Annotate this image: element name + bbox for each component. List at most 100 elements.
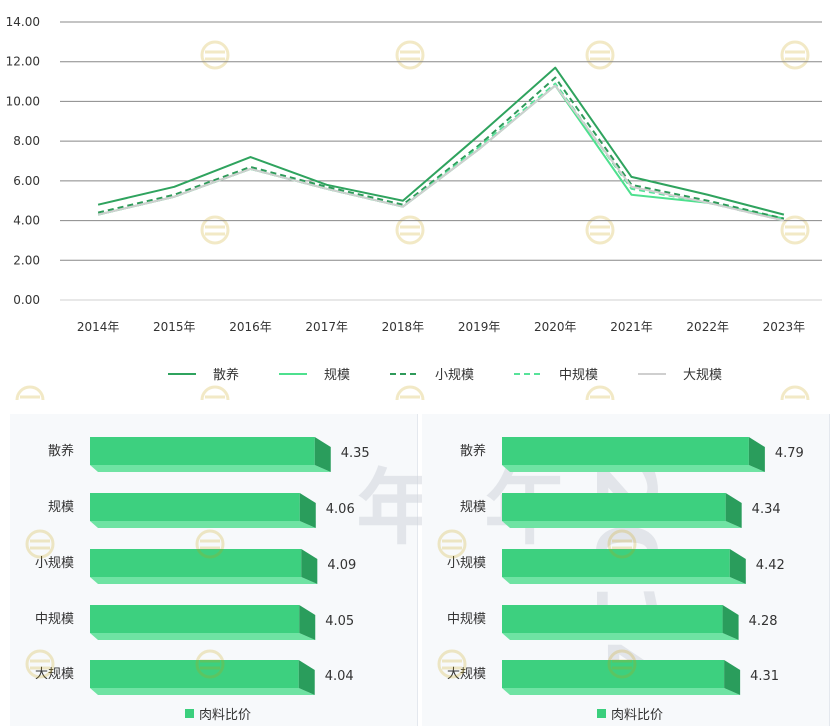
legend-label: 散养 [213, 367, 239, 383]
bar-side [314, 437, 331, 472]
bee-logo-icon [395, 215, 425, 245]
bar-bottom [502, 521, 742, 528]
bee-logo-icon [395, 385, 425, 400]
value-label: 4.79 [775, 446, 804, 461]
bar-chart-2023: 散养 4.35 规模 4.06 小规模 4.09 中规模 4.05 大规模 4.04 [25, 437, 370, 695]
legend-label: 肉料比价 [611, 708, 664, 723]
bar-legend: 肉料比价 [597, 704, 663, 723]
legend-swatch [597, 709, 606, 718]
value-label: 4.28 [749, 614, 778, 629]
y-tick-label: 4.00 [13, 214, 40, 228]
bee-logo-icon [437, 649, 467, 679]
y-tick-label: 10.00 [6, 94, 40, 108]
value-label: 4.31 [750, 669, 779, 684]
bar-side [301, 549, 318, 584]
bar-side [724, 660, 741, 695]
bar-legend: 肉料比价 [185, 704, 251, 723]
value-label: 4.34 [752, 502, 781, 517]
bar [502, 660, 725, 688]
category-label: 规模 [48, 500, 74, 515]
bar-bottom [502, 688, 741, 695]
bar-bottom [90, 633, 316, 640]
bar-bottom [502, 577, 746, 584]
bar [90, 549, 302, 577]
bar-panel-2014: 2014年 散养4.79规模4.34小规模4.42中规模4.28大规模4.31 … [422, 414, 830, 726]
bee-logo-icon [437, 529, 467, 559]
legend-label: 规模 [324, 368, 350, 383]
category-label: 散养 [48, 443, 74, 459]
x-tick-label: 2018年 [382, 320, 425, 334]
category-label: 中规模 [447, 612, 486, 627]
bee-logo-icon [200, 40, 230, 70]
value-label: 4.05 [325, 614, 354, 629]
value-label: 4.42 [756, 558, 785, 573]
bar [90, 605, 300, 633]
x-tick-label: 2021年 [610, 320, 653, 334]
bee-logo-icon [25, 529, 55, 559]
y-tick-label: 0.00 [13, 293, 40, 307]
bar-side [725, 493, 742, 528]
series-line [97, 66, 785, 216]
x-tick-label: 2023年 [763, 320, 806, 334]
category-label: 中规模 [35, 612, 74, 627]
bar-side [299, 493, 316, 528]
value-label: 4.04 [325, 669, 354, 684]
bar-side [299, 605, 316, 640]
bar [502, 605, 723, 633]
bee-logo-icon [200, 215, 230, 245]
bee-logo-icon [195, 529, 225, 559]
bee-logo-icon [395, 40, 425, 70]
x-tick-label: 2022年 [686, 320, 729, 334]
y-tick-label: 14.00 [6, 15, 40, 29]
y-tick-label: 8.00 [13, 134, 40, 148]
bar-side [298, 660, 315, 695]
category-label: 小规模 [35, 556, 74, 571]
bar-chart-2014: 散养 4.79 规模 4.34 小规模 4.42 中规模 4.28 大规模 4.31 [437, 437, 804, 695]
bar-bottom [502, 465, 765, 472]
line-chart: 0.00 2.00 4.00 6.00 8.00 10.00 12.00 14.00 2014年… [6, 15, 822, 400]
bee-logo-icon [15, 385, 45, 400]
bee-logo-icon [607, 649, 637, 679]
category-label: 大规模 [35, 667, 74, 682]
series-line [97, 76, 785, 220]
legend-label: 大规模 [683, 368, 722, 383]
bee-logo-icon [585, 215, 615, 245]
value-label: 4.09 [327, 558, 356, 573]
bee-logo-icon [780, 385, 810, 400]
legend-swatch [185, 709, 194, 718]
legend-label: 肉料比价 [199, 708, 252, 723]
bar-bottom [90, 688, 315, 695]
y-tick-label: 6.00 [13, 174, 40, 188]
bee-logo-icon [585, 40, 615, 70]
bar-bottom [90, 577, 318, 584]
bar-bottom [502, 633, 739, 640]
series-line [97, 84, 785, 222]
value-label: 4.06 [326, 502, 355, 517]
bar-bottom [90, 521, 316, 528]
bar-panel-2023: 2023年 散养4.35规模4.06小规模4.09中规模4.05大规模4.04 … [10, 414, 544, 726]
y-tick-label: 12.00 [6, 55, 40, 69]
bee-logo-icon [780, 40, 810, 70]
x-tick-label: 2016年 [229, 320, 272, 334]
legend-label: 中规模 [559, 368, 598, 383]
x-tick-label: 2014年 [77, 320, 120, 334]
legend-label: 小规模 [435, 368, 474, 383]
category-label: 散养 [460, 443, 486, 459]
bee-logo-icon [25, 649, 55, 679]
category-label: 大规模 [447, 667, 486, 682]
bar-side [722, 605, 739, 640]
bar-bottom [90, 465, 331, 472]
bee-logo-icon [607, 529, 637, 559]
bar [90, 493, 300, 521]
x-tick-label: 2019年 [458, 320, 501, 334]
bar-side [729, 549, 746, 584]
bee-logo-icon [585, 385, 615, 400]
bee-logo-icon [780, 215, 810, 245]
bar [90, 437, 315, 465]
x-tick-label: 2020年 [534, 320, 577, 334]
bar [502, 437, 749, 465]
bar-side [748, 437, 765, 472]
bar [502, 493, 726, 521]
x-tick-label: 2017年 [305, 320, 348, 334]
category-label: 规模 [460, 500, 486, 515]
